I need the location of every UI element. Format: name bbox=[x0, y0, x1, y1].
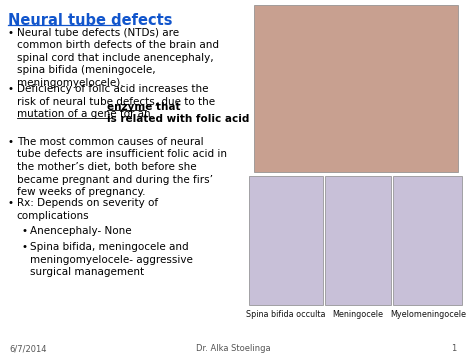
Text: Deficiency of folic acid increases the
risk of neural tube defects, due to the
m: Deficiency of folic acid increases the r… bbox=[17, 84, 215, 119]
Bar bbox=[393, 176, 462, 305]
Text: •: • bbox=[22, 242, 27, 252]
Text: Neural tube defects: Neural tube defects bbox=[8, 13, 173, 28]
Text: 6/7/2014: 6/7/2014 bbox=[10, 344, 47, 353]
Text: Neural tube defects (NTDs) are
common birth defects of the brain and
spinal cord: Neural tube defects (NTDs) are common bi… bbox=[17, 28, 219, 88]
Text: 1: 1 bbox=[451, 344, 456, 353]
Text: .: . bbox=[110, 110, 114, 120]
Text: •: • bbox=[8, 137, 14, 147]
Bar bbox=[254, 5, 458, 171]
Text: Rx: Depends on severity of
complications: Rx: Depends on severity of complications bbox=[17, 198, 158, 221]
Text: •: • bbox=[22, 226, 27, 236]
Text: •: • bbox=[8, 84, 14, 94]
Text: enzyme that
is related with folic acid: enzyme that is related with folic acid bbox=[107, 102, 249, 124]
Text: Meningocele: Meningocele bbox=[333, 310, 383, 318]
Text: •: • bbox=[8, 28, 14, 38]
Text: Anencephaly- None: Anencephaly- None bbox=[30, 226, 132, 236]
Bar bbox=[325, 176, 392, 305]
Text: •: • bbox=[8, 198, 14, 208]
Text: Myelomeningocele: Myelomeningocele bbox=[390, 310, 466, 318]
Text: Spina bifida, meningocele and
meningomyelocele- aggressive
surgical management: Spina bifida, meningocele and meningomye… bbox=[30, 242, 193, 277]
Text: Dr. Alka Stoelinga: Dr. Alka Stoelinga bbox=[196, 344, 271, 353]
Bar bbox=[249, 176, 323, 305]
Text: Spina bifida occulta: Spina bifida occulta bbox=[246, 310, 326, 318]
Text: The most common causes of neural
tube defects are insufficient folic acid in
the: The most common causes of neural tube de… bbox=[17, 137, 227, 197]
